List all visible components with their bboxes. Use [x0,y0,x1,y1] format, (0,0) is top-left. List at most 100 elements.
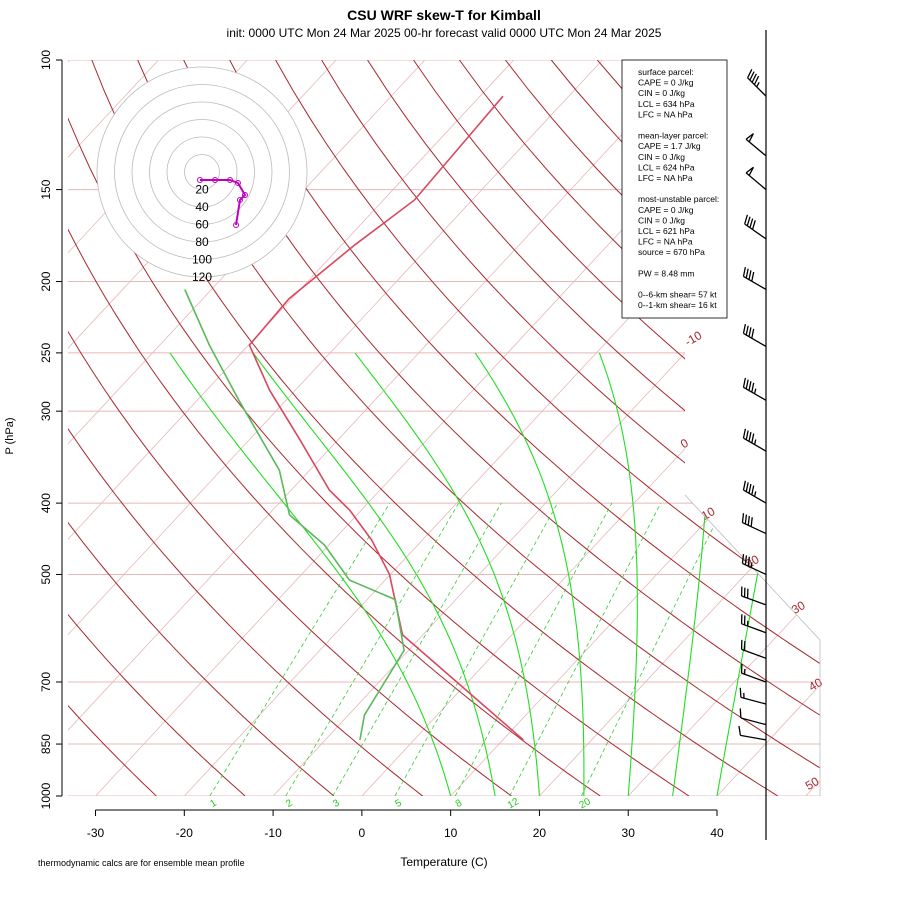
mixing-ratio-line [509,502,662,796]
dry-adiabat [68,60,246,796]
mixing-ratio-line [332,502,502,796]
stats-text: 0--6-km shear= 57 kt [638,290,717,300]
chart-title: CSU WRF skew-T for Kimball [347,7,541,23]
stats-text: CIN = 0 J/kg [638,88,685,98]
hodograph-point [236,197,243,203]
dry-adiabat [413,60,820,796]
dry-adiabat [229,60,820,796]
isotherm-label: -10 [682,328,704,349]
wind-barb [742,480,767,504]
profile-line [184,289,405,741]
mixing-ratio-label: 2 [284,797,295,810]
dry-adiabat [68,60,601,796]
y-tick-label: 250 [39,343,53,363]
y-tick-label: 300 [39,401,53,421]
wind-barb [739,708,767,726]
stats-text: CIN = 0 J/kg [638,215,685,225]
dry-adiabat [68,60,424,796]
hodograph-background [97,67,307,277]
wind-barb [744,214,767,240]
mixing-ratio-line [454,502,613,796]
y-tick-label: 1000 [39,782,53,809]
wind-barb [742,428,767,452]
isotherm [68,60,603,796]
x-tick-label: 0 [359,826,366,840]
wind-barb [740,614,767,634]
isotherm [68,60,692,796]
isotherm-label: 30 [789,598,808,617]
hodograph-point [241,192,248,199]
moist-adiabat [354,352,540,796]
dry-adiabat [367,60,820,796]
stats-text: PW = 8.48 mm [638,268,694,278]
isotherm-label: 40 [806,675,825,694]
wind-barb [745,133,767,157]
mixing-ratio-label: 20 [578,796,594,811]
stats-text: surface parcel: [638,67,694,77]
hodograph-point [196,176,203,183]
isotherm-label: 50 [803,774,822,793]
wind-barb [742,323,767,347]
hodograph-ring [114,84,290,260]
hodograph-ring [131,101,273,243]
x-axis-label: Temperature (C) [400,855,487,869]
wind-barb [747,69,767,97]
dry-adiabat [321,60,820,796]
wind-barb [742,267,767,291]
x-tick-label: -10 [264,826,282,840]
dry-adiabat [68,60,335,796]
stats-text: LCL = 621 hPa [638,226,695,236]
hodograph-ring [166,136,238,208]
hodograph-ring [96,66,308,278]
dry-adiabat [91,60,779,796]
mixing-ratio-label: 5 [394,797,405,810]
wind-barb [745,166,767,191]
chart-subtitle: init: 0000 UTC Mon 24 Mar 2025 00-hr for… [227,26,662,40]
stats-text: 0--1-km shear= 16 kt [638,300,717,310]
hodograph-ring-label: 100 [192,253,212,267]
moist-adiabat [252,352,496,796]
hodograph-point [227,176,233,183]
wind-barb [740,586,767,606]
x-tick-label: 40 [710,826,724,840]
x-tick-label: -20 [176,826,194,840]
dry-adiabat [68,60,512,796]
mixing-ratio-label: 1 [208,797,219,810]
hodograph-ring [184,154,220,190]
wind-barb [738,725,767,741]
y-tick-label: 200 [39,271,53,291]
isotherm [272,60,820,796]
dry-adiabat [137,60,820,796]
mixing-ratio-line [209,502,391,796]
stats-text: LFC = NA hPa [638,109,693,119]
x-tick-label: 30 [622,826,636,840]
isotherm [539,60,820,796]
stats-text: most-unstable parcel: [638,194,719,204]
stats-text: LFC = NA hPa [638,173,693,183]
isotherm [895,60,900,796]
stats-text: mean-layer parcel: [638,131,708,141]
dry-adiabat [68,60,157,796]
mixing-ratio-label: 3 [331,797,342,810]
moist-adiabat [169,352,452,796]
hodograph-point [234,180,241,187]
y-tick-label: 700 [39,672,53,692]
hodograph-ring-label: 80 [195,235,209,249]
stats-text: LCL = 624 hPa [638,162,695,172]
hodograph-ring-label: 40 [195,200,209,214]
isotherm-label: 10 [699,504,718,523]
hodograph-trace [200,179,247,226]
dry-adiabat [827,60,900,796]
mixing-ratio-line [581,502,726,796]
wind-barb [739,687,767,705]
footnote: thermodynamic calcs are for ensemble mea… [38,858,245,868]
wind-barb [740,639,767,659]
hodograph-ring-label: 120 [192,270,212,284]
moist-adiabat [474,352,585,796]
isotherm-label: 0 [678,436,691,452]
x-tick-label: -30 [87,826,105,840]
dry-adiabat [68,60,690,796]
y-tick-label: 150 [39,179,53,199]
x-tick-label: 10 [444,826,458,840]
